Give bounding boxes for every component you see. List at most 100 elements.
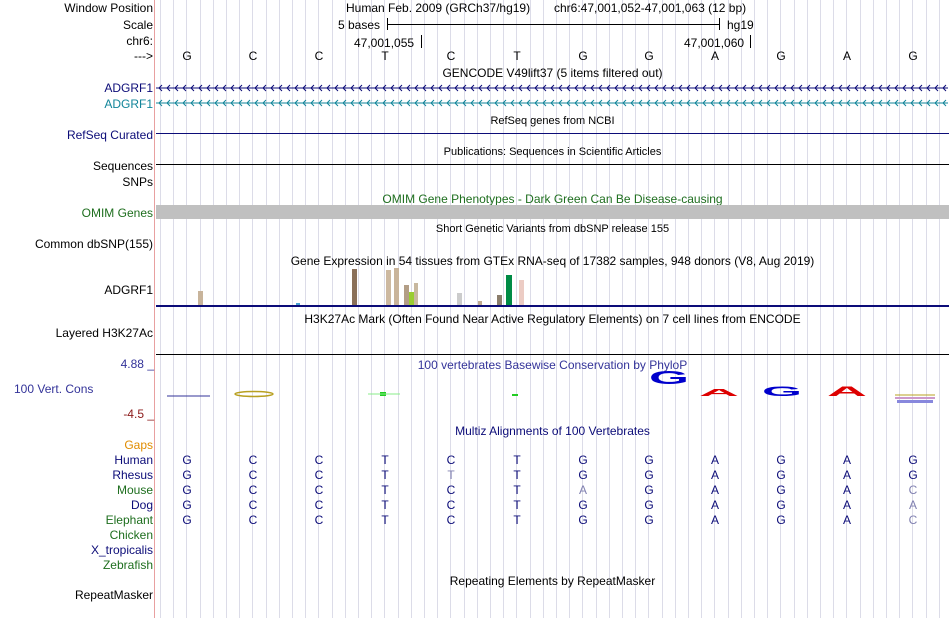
gtex-tissue-bar[interactable] [497, 295, 502, 305]
strand-chevron [798, 84, 803, 92]
grid-line [701, 0, 702, 618]
assembly-db: hg19 [727, 18, 754, 32]
strand-chevron [246, 84, 251, 92]
grid-line [384, 0, 385, 618]
gtex-tissue-bar[interactable] [519, 280, 524, 305]
gtex-tissue-bar[interactable] [404, 285, 409, 305]
species-label[interactable]: Rhesus [112, 468, 153, 482]
gtex-tissue-bar[interactable] [478, 301, 482, 305]
gencode-item-label[interactable]: ADGRF1 [104, 81, 153, 95]
strand-chevron [190, 84, 195, 92]
grid-line [899, 0, 900, 618]
sequences-label[interactable]: Sequences [92, 159, 153, 173]
h3k27ac-label[interactable]: Layered H3K27Ac [55, 326, 153, 340]
alignment-base: A [710, 483, 719, 497]
strand-chevron [510, 99, 515, 107]
grid-line [226, 0, 227, 618]
gtex-tissue-bar[interactable] [506, 275, 512, 305]
repeatmasker-label[interactable]: RepeatMasker [74, 588, 153, 602]
strand-chevron [902, 84, 907, 92]
strand-chevron [278, 84, 283, 92]
refseq-title: RefSeq genes from NCBI [490, 115, 615, 127]
gtex-tissue-bar[interactable] [198, 291, 203, 305]
gtex-tissue-bar[interactable] [386, 270, 391, 305]
refseq-gene-line[interactable] [156, 133, 949, 134]
strand-chevron [318, 99, 323, 107]
gencode-features[interactable] [155, 82, 950, 110]
species-label[interactable]: Elephant [105, 513, 153, 527]
strand-chevron [678, 84, 683, 92]
alignment-base: C [314, 513, 324, 527]
species-label[interactable]: Human [114, 453, 153, 467]
strand-chevron [230, 99, 235, 107]
phylop-glyph-a2: A [827, 383, 867, 399]
gencode-item-label[interactable]: ADGRF1 [104, 97, 153, 111]
strand-chevron [342, 84, 347, 92]
strand-chevron [166, 99, 171, 107]
gtex-tissue-bar[interactable] [394, 268, 399, 305]
alignment-base: G [776, 513, 786, 527]
strand-chevron [438, 99, 443, 107]
strand-chevron [262, 99, 267, 107]
base-letter: T [513, 49, 521, 63]
species-label[interactable]: Chicken [109, 528, 153, 542]
strand-chevron [230, 84, 235, 92]
publications-line[interactable] [156, 164, 949, 165]
omim-label[interactable]: OMIM Genes [81, 206, 153, 220]
strand-chevron [750, 99, 755, 107]
strand-chevron [518, 99, 523, 107]
strand-chevron [358, 99, 363, 107]
grid-line [239, 0, 240, 618]
strand-chevron [822, 99, 827, 107]
alignment-base: C [248, 498, 258, 512]
strand-chevron [678, 99, 683, 107]
grid-line [794, 0, 795, 618]
species-label[interactable]: Dog [130, 498, 153, 512]
strand-chevron [414, 99, 419, 107]
strand-chevron [206, 84, 211, 92]
phylop-logo[interactable]: G A G A [155, 370, 950, 410]
gtex-tissue-bar[interactable] [457, 293, 462, 305]
strand-chevron [838, 84, 843, 92]
snps-label[interactable]: SNPs [122, 175, 153, 189]
gaps-label[interactable]: Gaps [124, 438, 153, 452]
alignment-base: C [248, 453, 258, 467]
strand-chevron [798, 99, 803, 107]
strand-chevron [534, 84, 539, 92]
strand-chevron [478, 84, 483, 92]
strand-chevron [558, 84, 563, 92]
strand-chevron [806, 99, 811, 107]
strand-chevron [494, 99, 499, 107]
omim-feature-bar[interactable] [156, 205, 949, 219]
strand-chevron [374, 84, 379, 92]
species-label[interactable]: X_tropicalis [90, 543, 153, 557]
phylop-label[interactable]: 100 Vert. Cons [14, 382, 94, 396]
grid-line [477, 0, 478, 618]
strand-chevron [334, 84, 339, 92]
grid-line [213, 0, 214, 618]
refseq-label[interactable]: RefSeq Curated [66, 128, 153, 142]
gtex-tissue-bar[interactable] [409, 292, 414, 305]
strand-chevron [662, 84, 667, 92]
species-label[interactable]: Zebrafish [102, 558, 153, 572]
strand-chevron [374, 99, 379, 107]
gtex-tissue-bar[interactable] [352, 269, 357, 305]
strand-chevron [790, 84, 795, 92]
window-position-value[interactable]: chr6:47,001,052-47,001,063 (12 bp) [554, 1, 747, 15]
base-letter: A [842, 49, 851, 63]
gtex-tissue-bar[interactable] [296, 303, 300, 305]
coord-left-tick [421, 35, 422, 48]
dbsnp-label[interactable]: Common dbSNP(155) [34, 237, 153, 251]
gtex-label[interactable]: ADGRF1 [104, 283, 153, 297]
alignment-base: C [248, 468, 258, 482]
gtex-tissue-bar[interactable] [414, 283, 418, 305]
strand-chevron [894, 99, 899, 107]
strand-chevron [342, 99, 347, 107]
alignment-base: G [776, 453, 786, 467]
strand-chevron [430, 84, 435, 92]
strand-chevron [390, 84, 395, 92]
strand-chevron [502, 84, 507, 92]
species-label[interactable]: Mouse [116, 483, 153, 497]
strand-chevron [918, 99, 923, 107]
